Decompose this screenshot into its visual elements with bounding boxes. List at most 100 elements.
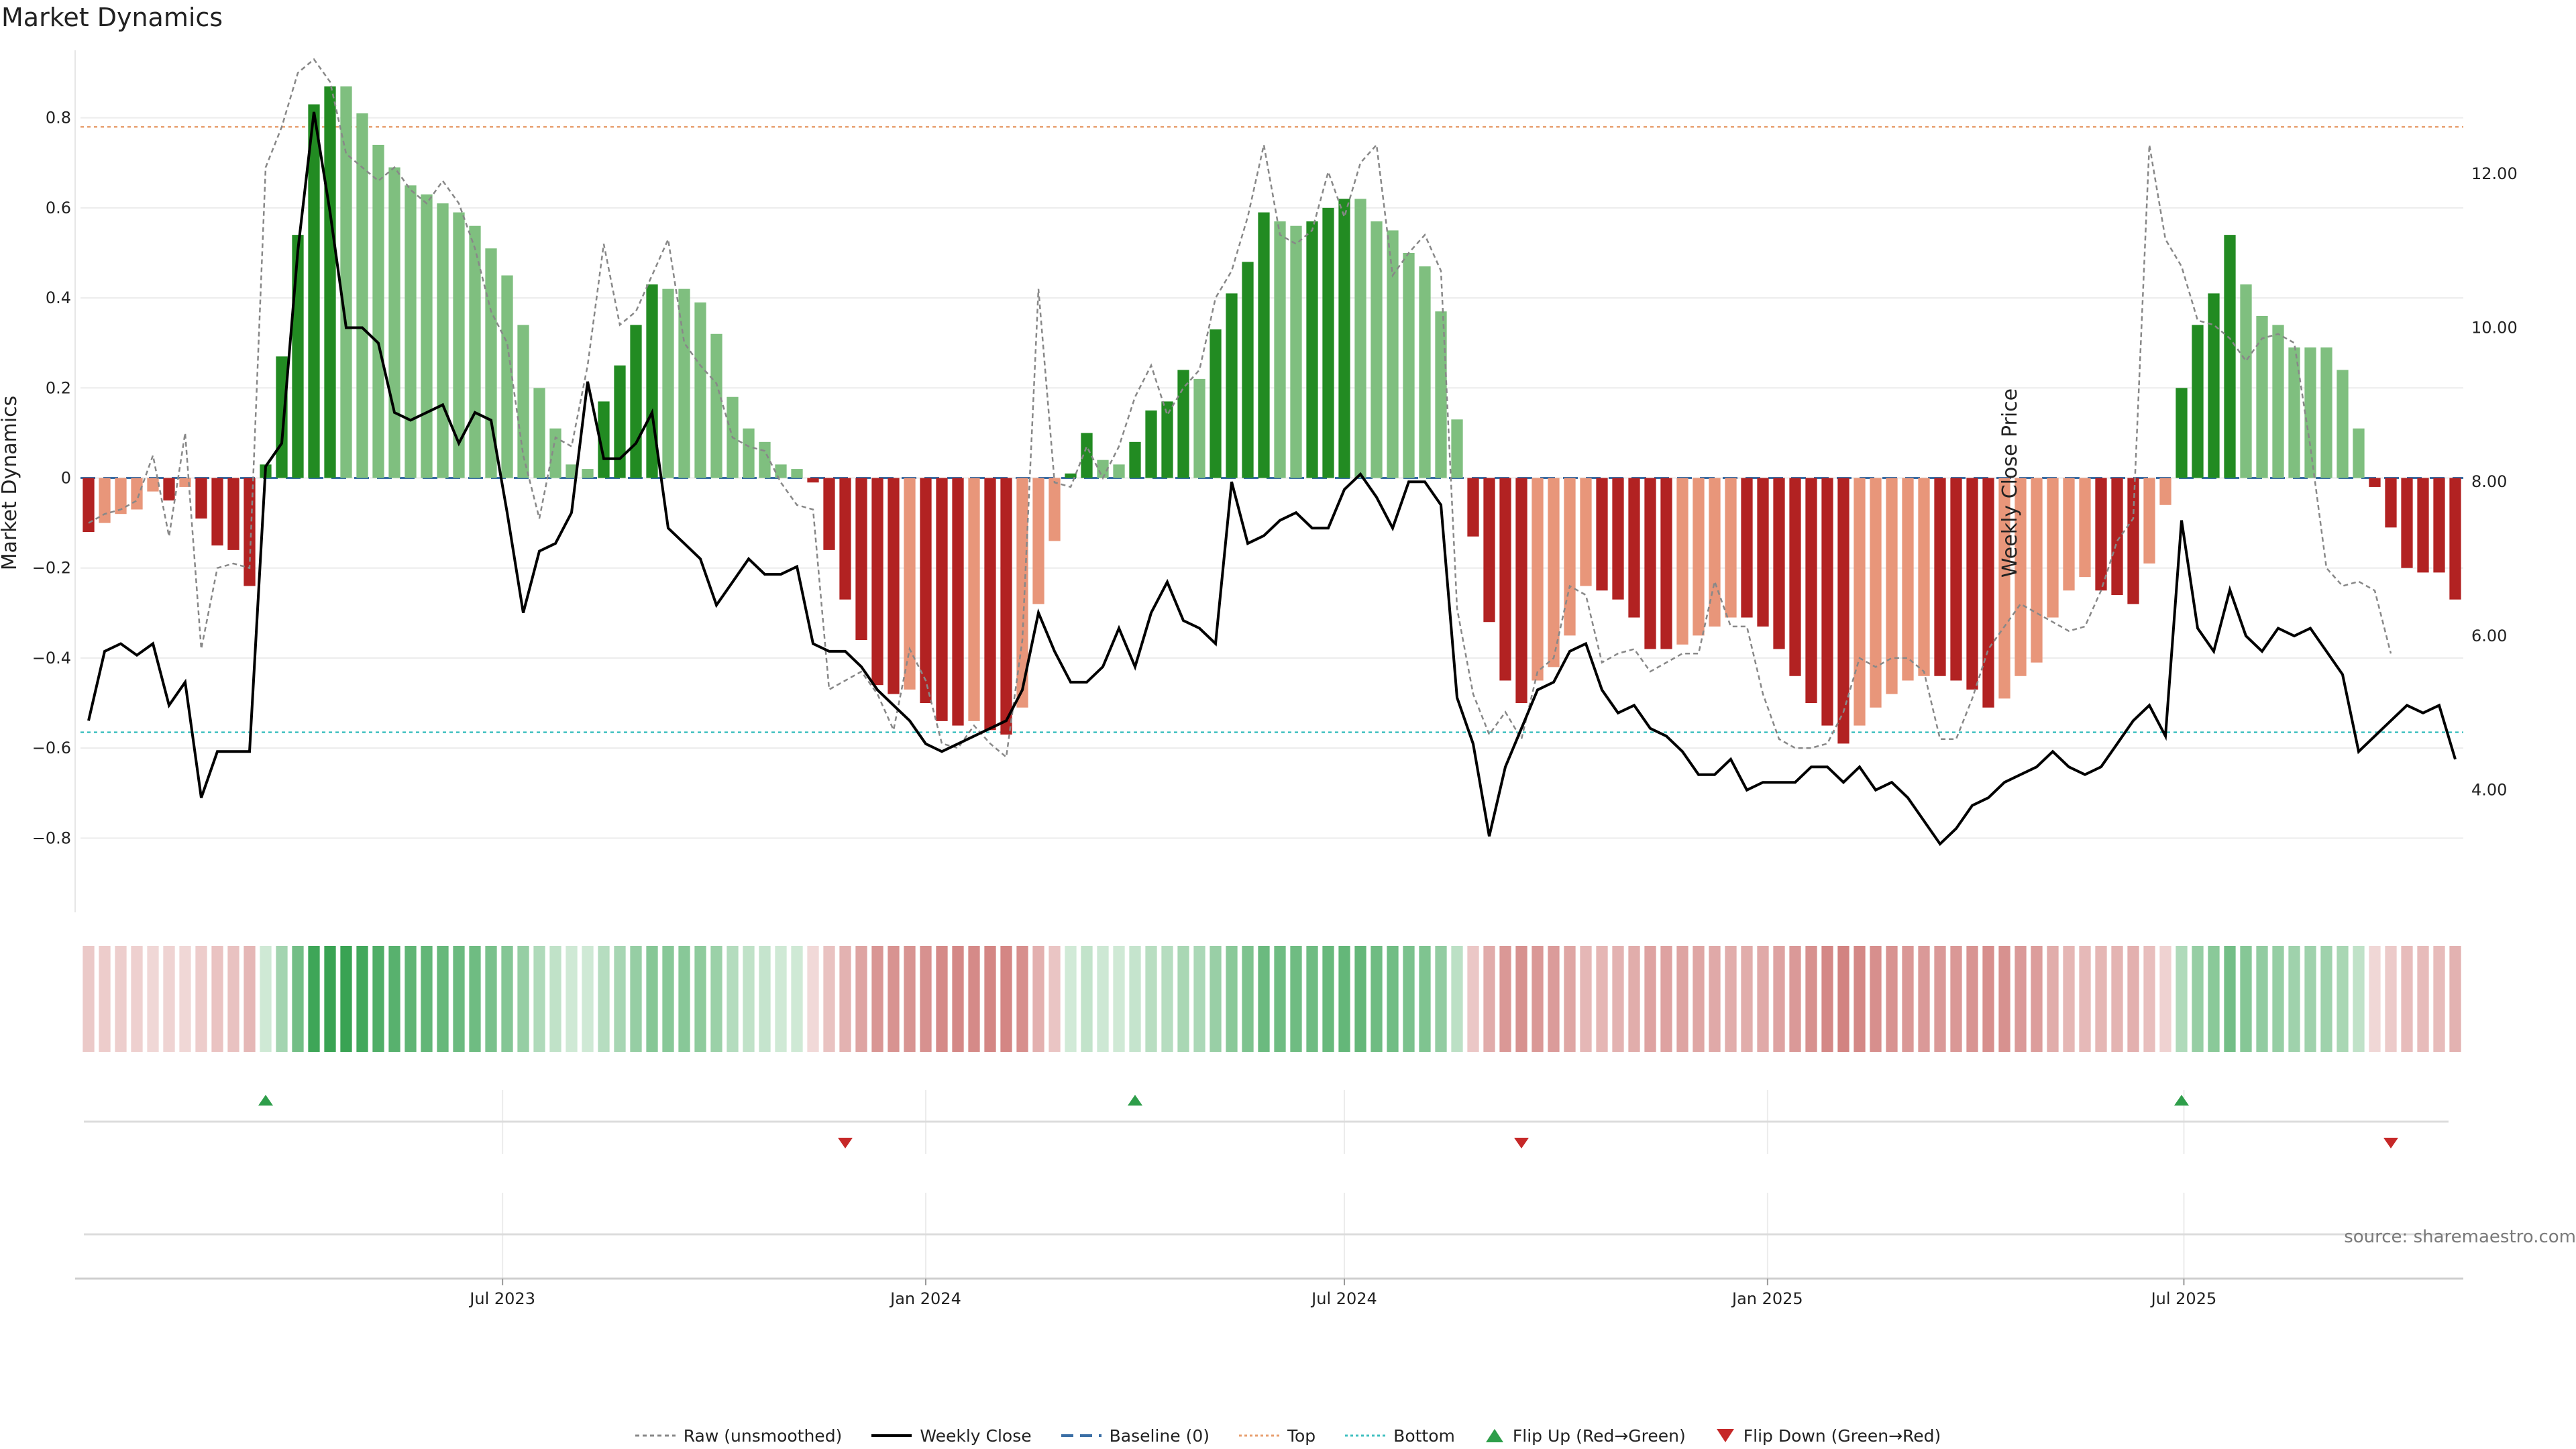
heat-cell — [1451, 946, 1463, 1052]
dynamics-bar — [244, 478, 256, 586]
dynamics-bar — [1596, 478, 1608, 591]
heat-cell — [131, 946, 143, 1052]
heat-cell — [1644, 946, 1656, 1052]
dynamics-bar — [2143, 478, 2155, 564]
dynamics-bar — [904, 478, 916, 690]
heat-cell — [2369, 946, 2381, 1052]
heat-cell — [1032, 946, 1044, 1052]
legend-label-flip-down: Flip Down (Green→Red) — [1743, 1426, 1941, 1446]
legend: Raw (unsmoothed) Weekly Close Baseline (… — [0, 1422, 2576, 1449]
heat-cell — [1741, 946, 1753, 1052]
heat-cell — [2176, 946, 2188, 1052]
heat-cell — [437, 946, 449, 1052]
heat-cell — [2256, 946, 2268, 1052]
legend-label-flip-up: Flip Up (Red→Green) — [1512, 1426, 1686, 1446]
left-tick-label: 0.8 — [46, 109, 71, 127]
heat-cell — [1821, 946, 1833, 1052]
dynamics-bar — [1000, 478, 1012, 735]
dynamics-bar — [1580, 478, 1592, 586]
left-axis-label: Market Dynamics — [0, 396, 21, 571]
heat-cell — [1854, 946, 1866, 1052]
dynamics-bar — [1371, 221, 1383, 478]
legend-item-flip-up: Flip Up (Red→Green) — [1485, 1426, 1686, 1446]
heat-cell — [2433, 946, 2445, 1052]
dynamics-bar — [1789, 478, 1801, 676]
heat-cell — [469, 946, 481, 1052]
heat-cell — [2337, 946, 2349, 1052]
heat-cell — [1918, 946, 1930, 1052]
heat-cell — [1290, 946, 1302, 1052]
heat-cell — [1000, 946, 1012, 1052]
x-tick-label: Jul 2024 — [1310, 1289, 1377, 1308]
dynamics-bar — [453, 212, 465, 478]
dynamics-bar — [308, 104, 320, 478]
dynamics-bar — [2063, 478, 2075, 591]
heat-cell — [549, 946, 561, 1052]
dynamics-bar — [1049, 478, 1061, 541]
dynamics-bar — [195, 478, 207, 519]
dynamics-bar — [871, 478, 883, 686]
dynamics-bar — [630, 325, 642, 478]
heat-cell — [2272, 946, 2284, 1052]
heat-cell — [1580, 946, 1592, 1052]
heat-cell — [952, 946, 964, 1052]
dynamics-bar — [1435, 311, 1447, 478]
heat-cell — [1966, 946, 1978, 1052]
triangle-up-icon — [1485, 1429, 1503, 1442]
dynamics-bar — [1628, 478, 1640, 618]
heat-cell — [1242, 946, 1254, 1052]
dynamics-bar — [1773, 478, 1785, 649]
heat-cell — [2304, 946, 2316, 1052]
heat-cell — [678, 946, 690, 1052]
heat-cell — [2159, 946, 2171, 1052]
dynamics-bar — [2385, 478, 2397, 528]
heat-cell — [308, 946, 320, 1052]
heat-cell — [630, 946, 642, 1052]
dynamics-bar — [1258, 212, 1270, 478]
heat-cell — [775, 946, 787, 1052]
heat-cell — [1210, 946, 1222, 1052]
heat-cell — [1548, 946, 1560, 1052]
dynamics-bar — [775, 464, 787, 478]
heat-cell — [871, 946, 883, 1052]
legend-swatch-baseline — [1061, 1434, 1102, 1437]
dynamics-bar — [372, 144, 384, 478]
bars — [83, 86, 2461, 744]
heat-cell — [1837, 946, 1849, 1052]
dynamics-bar — [1854, 478, 1866, 726]
x-tick-label: Jul 2023 — [468, 1289, 535, 1308]
heat-cell — [1049, 946, 1061, 1052]
right-tick-label: 6.00 — [2471, 627, 2507, 645]
legend-swatch-raw — [635, 1434, 676, 1437]
dynamics-bar — [2337, 370, 2349, 478]
dynamics-bar — [1065, 473, 1077, 478]
heat-cell — [2063, 946, 2075, 1052]
heat-cell — [1419, 946, 1431, 1052]
x-tick-label: Jan 2024 — [889, 1289, 961, 1308]
heat-cell — [2449, 946, 2461, 1052]
dynamics-bar — [533, 388, 545, 478]
heat-cell — [388, 946, 400, 1052]
dynamics-bar — [1032, 478, 1044, 604]
dynamics-bar — [710, 333, 722, 478]
dynamics-bar — [2304, 347, 2316, 478]
heat-cell — [517, 946, 529, 1052]
dynamics-bar — [1467, 478, 1479, 537]
heat-cell — [485, 946, 497, 1052]
heat-cell — [614, 946, 626, 1052]
heat-cell — [1773, 946, 1785, 1052]
heat-cell — [904, 946, 916, 1052]
dynamics-bar — [566, 464, 578, 478]
heat-cell — [1467, 946, 1479, 1052]
dynamics-bar — [1177, 370, 1189, 478]
heat-cell — [1274, 946, 1286, 1052]
heat-cell — [276, 946, 288, 1052]
dynamics-bar — [1242, 262, 1254, 478]
heat-cell — [1725, 946, 1737, 1052]
dynamics-bar — [1161, 401, 1173, 478]
dynamics-bar — [2192, 325, 2204, 478]
dynamics-bar — [1419, 266, 1431, 478]
dynamics-bar — [2127, 478, 2139, 604]
dynamics-bar — [324, 86, 336, 478]
legend-item-top: Top — [1238, 1426, 1316, 1446]
